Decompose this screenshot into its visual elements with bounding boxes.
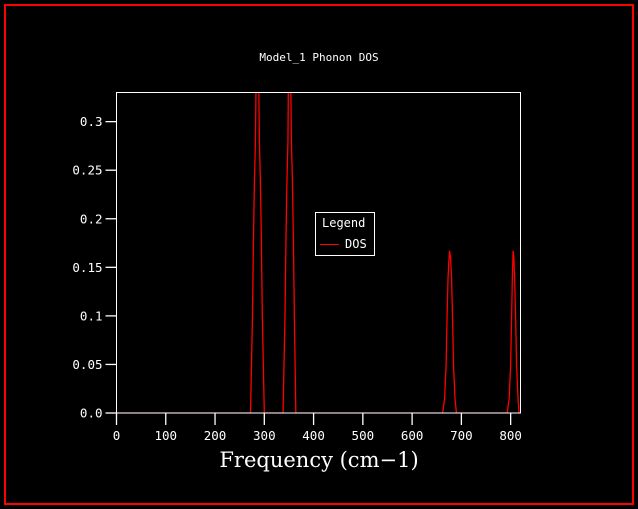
legend-entry-dos: DOS [320, 238, 374, 250]
chart-title: Model_1 Phonon DOS [259, 51, 379, 64]
x-tick-label: 600 [401, 428, 424, 443]
y-tick-label: 0.25 [72, 163, 102, 178]
x-tick-label: 300 [253, 428, 276, 443]
legend-box: Legend DOS [315, 212, 375, 256]
x-tick-label: 0 [113, 428, 121, 443]
x-tick-label: 200 [204, 428, 227, 443]
y-tick-label: 0.0 [80, 406, 103, 421]
x-tick-label: 700 [450, 428, 473, 443]
y-tick-label: 0.05 [72, 357, 102, 372]
x-tick-label: 800 [499, 428, 522, 443]
y-tick-label: 0.1 [80, 308, 103, 323]
x-tick-label: 100 [154, 428, 177, 443]
x-tick-label: 400 [302, 428, 325, 443]
y-tick-label: 0.2 [80, 211, 103, 226]
x-tick-label: 500 [352, 428, 375, 443]
plot-frame [116, 92, 521, 414]
y-tick-label: 0.3 [80, 114, 103, 129]
x-axis-label: Frequency (cm−1) [219, 448, 419, 472]
legend-title: Legend [322, 216, 366, 230]
dos-line-sample-icon [320, 243, 339, 245]
legend-entry-label: DOS [345, 237, 367, 251]
dos-curve [116, 92, 521, 413]
y-tick-label: 0.15 [72, 260, 102, 275]
